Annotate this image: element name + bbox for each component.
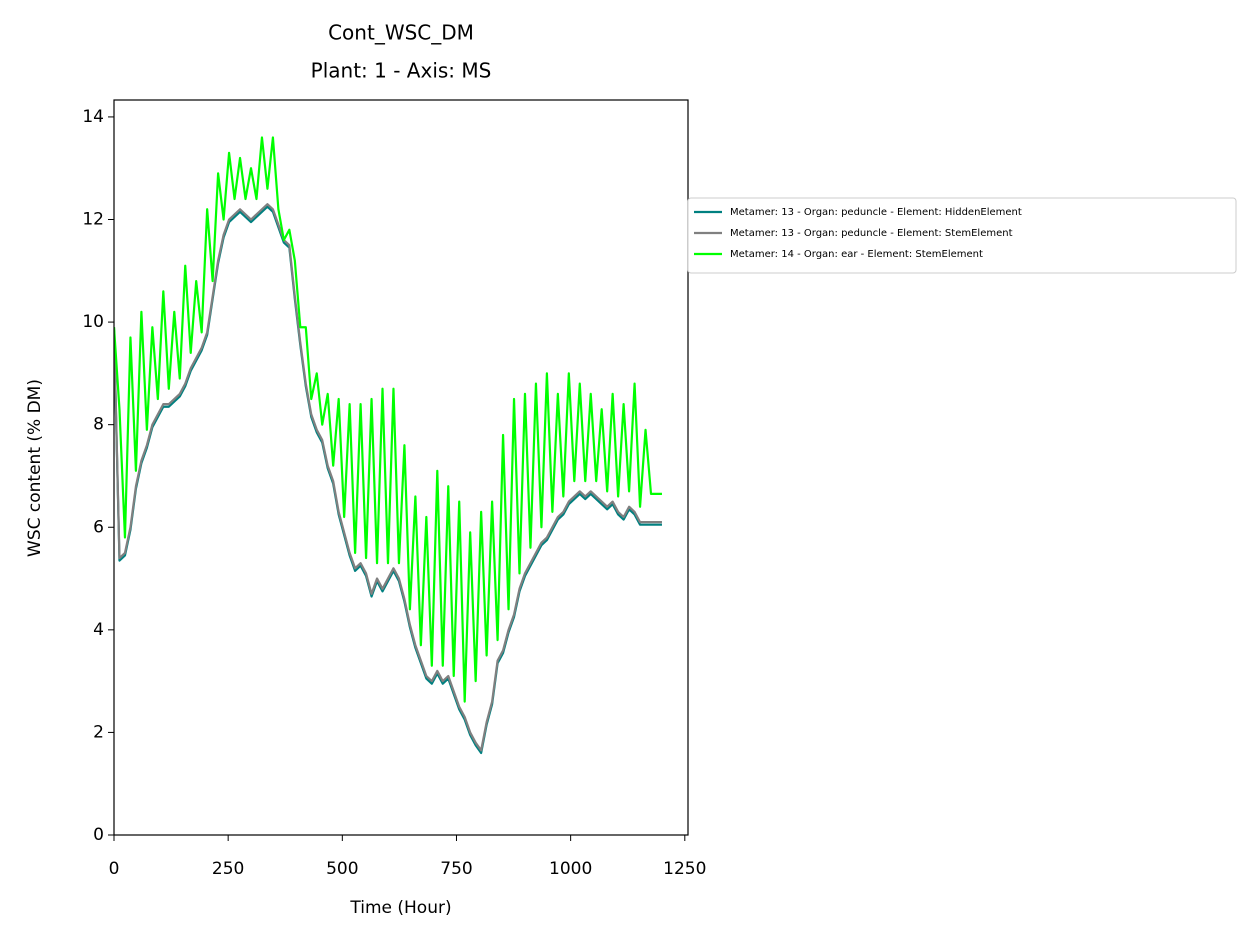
x-tick-label: 1250	[663, 859, 706, 879]
y-tick-label: 10	[82, 312, 104, 332]
legend-label: Metamer: 14 - Organ: ear - Element: Stem…	[730, 249, 983, 260]
x-axis-label: Time (Hour)	[349, 898, 451, 918]
legend: Metamer: 13 - Organ: peduncle - Element:…	[687, 197, 1237, 274]
x-tick-label: 1000	[549, 859, 592, 879]
series-line	[114, 203, 662, 752]
y-tick-label: 6	[93, 517, 104, 537]
plot-frame	[113, 99, 689, 836]
y-axis-label: WSC content (% DM)	[25, 379, 45, 557]
series-line	[114, 136, 662, 703]
chart-title: Cont_WSC_DM	[328, 21, 474, 45]
x-tick-label: 0	[109, 859, 120, 879]
y-tick-label: 14	[82, 107, 104, 127]
y-tick-label: 2	[93, 722, 104, 742]
y-tick-label: 8	[93, 415, 104, 435]
y-tick-label: 0	[93, 825, 104, 845]
x-tick-label: 500	[326, 859, 358, 879]
chart-subtitle: Plant: 1 - Axis: MS	[311, 59, 492, 83]
legend-box	[687, 197, 1237, 274]
x-tick-label: 250	[212, 859, 244, 879]
x-tick-label: 750	[440, 859, 472, 879]
y-tick-label: 12	[82, 210, 104, 230]
y-tick-label: 4	[93, 620, 104, 640]
legend-label: Metamer: 13 - Organ: peduncle - Element:…	[730, 207, 1022, 218]
legend-label: Metamer: 13 - Organ: peduncle - Element:…	[730, 228, 1013, 239]
